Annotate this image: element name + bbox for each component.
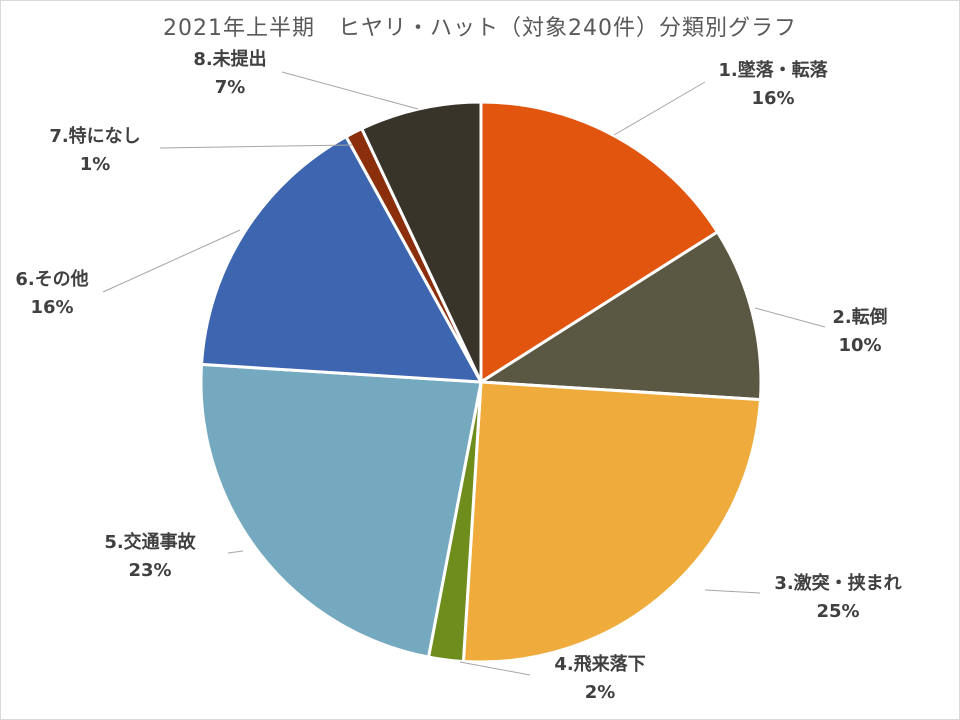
pie-slice-3: [461, 380, 762, 664]
leader-line-6: [102, 229, 241, 293]
leader-line-8: [281, 71, 419, 110]
pie-slice-5: [199, 362, 483, 659]
pie-slice-1: [479, 100, 719, 384]
leader-line-4: [459, 661, 531, 676]
leader-line-5: [227, 550, 244, 554]
slice-label-1: 1.墜落・転落: [718, 59, 828, 81]
pie-slice-6: [200, 135, 483, 384]
slice-label-2: 2.転倒: [832, 306, 887, 328]
slice-label-8: 8.未提出: [193, 48, 266, 70]
slice-percent-7: 1%: [80, 154, 111, 175]
slice-percent-8: 7%: [215, 77, 246, 98]
leader-line-7: [159, 144, 353, 149]
slice-percent-2: 10%: [838, 335, 881, 356]
pie-slice-8: [360, 100, 483, 384]
slice-label-7: 7.特になし: [49, 125, 140, 147]
pie-slice-2: [479, 230, 763, 402]
slice-percent-4: 2%: [585, 682, 616, 703]
slice-label-3: 3.激突・挟まれ: [774, 572, 901, 594]
chart-title: 2021年上半期 ヒヤリ・ハット（対象240件）分類別グラフ: [163, 16, 797, 41]
slice-percent-5: 23%: [128, 560, 171, 581]
slice-percent-1: 16%: [751, 88, 794, 109]
slice-percent-6: 16%: [30, 297, 73, 318]
slice-label-5: 5.交通事故: [104, 531, 196, 553]
leader-line-2: [754, 307, 826, 328]
leader-line-1: [613, 81, 706, 136]
slice-label-4: 4.飛来落下: [554, 654, 645, 675]
slice-percent-3: 25%: [816, 601, 859, 622]
slice-label-6: 6.その他: [15, 268, 88, 290]
leader-line-3: [704, 589, 761, 594]
